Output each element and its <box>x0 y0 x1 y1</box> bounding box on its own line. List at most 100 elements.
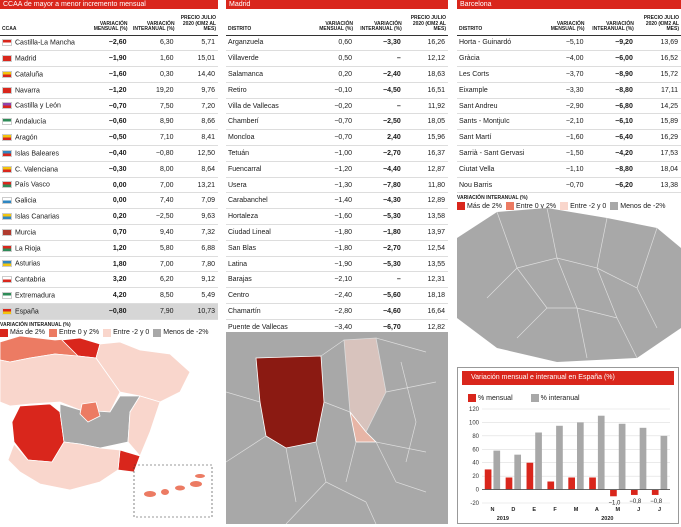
row-label: Barajas <box>228 276 252 284</box>
cell-mensual: −0,10 <box>312 82 356 99</box>
cell-interanual: −8,90 <box>586 66 636 83</box>
cell-mensual: 0,60 <box>312 35 356 52</box>
madrid-header: Madrid <box>226 0 448 9</box>
col-distrito: DISTRITO <box>457 9 543 36</box>
row-label: Latina <box>228 260 248 268</box>
cell-precio: 15,96 <box>403 129 448 147</box>
cell-interanual: −5,60 <box>355 287 404 305</box>
row-name: Islas Baleares <box>0 145 88 162</box>
table-row: Retiro −0,10 −4,50 16,51 <box>226 82 448 99</box>
table-row: Salamanca 0,20 −2,40 18,63 <box>226 66 448 83</box>
cell-interanual: 7,00 <box>129 177 177 194</box>
row-label: Usera <box>228 181 247 189</box>
row-name: Galicia <box>0 192 88 210</box>
legend-swatch <box>0 328 8 337</box>
cell-mensual: −0,30 <box>88 161 130 178</box>
row-name: Sant Martí <box>457 129 543 147</box>
row-name: Aragón <box>0 129 88 147</box>
table-row: Castilla-La Mancha −2,60 6,30 5,71 <box>0 35 218 52</box>
map-region-andalucia <box>7 441 121 491</box>
cell-mensual: −1,90 <box>88 50 130 68</box>
map-district-moncloa <box>255 355 325 449</box>
row-label: Horta - Guinardó <box>459 39 512 47</box>
row-name: Madrid <box>0 50 88 68</box>
row-name: Sants - Montjuïc <box>457 113 543 131</box>
y-tick-label: 100 <box>469 420 480 426</box>
y-tick-label: 40 <box>472 461 479 467</box>
row-label: Carabanchel <box>228 197 268 205</box>
table-row: Islas Canarias 0,20 −2,50 9,63 <box>0 208 218 226</box>
row-label: Chamberí <box>228 118 259 126</box>
cell-precio: 16,26 <box>403 35 448 52</box>
cell-precio: 12,31 <box>403 271 448 289</box>
legend-swatch <box>103 328 112 337</box>
row-name: Retiro <box>226 82 312 99</box>
map-region-castilla-leon <box>0 353 121 413</box>
row-label: San Blas <box>228 244 257 252</box>
map-island <box>161 489 169 495</box>
table-row: Murcia 0,70 9,40 7,32 <box>0 224 218 241</box>
cell-interanual: 7,50 <box>129 98 177 115</box>
table-row: Latina −1,90 −5,30 13,55 <box>226 256 448 273</box>
row-label: Arganzuela <box>228 39 264 47</box>
cell-interanual: 0,30 <box>129 66 177 83</box>
region-flag-icon <box>2 70 12 78</box>
cell-interanual: −5,30 <box>355 208 404 226</box>
cell-interanual: −7,80 <box>355 177 404 194</box>
row-label: Castilla-La Mancha <box>15 39 75 47</box>
x-tick-label: M <box>574 507 579 513</box>
table-row: Sarrià - Sant Gervasi −1,50 −4,20 17,53 <box>457 145 681 162</box>
row-label: Retiro <box>228 86 247 94</box>
barcelona-panel: Barcelona DISTRITO VARIACIÓN MENSUAL (%)… <box>457 0 681 211</box>
bar-mensual <box>568 477 575 490</box>
row-name: Asturias <box>0 256 88 273</box>
legend-item-neg: Menos de -2% <box>610 202 665 211</box>
cell-mensual: 1,20 <box>88 240 130 257</box>
chart-title: Variación mensual e interanual en España… <box>462 371 674 385</box>
cell-mensual: −0,80 <box>88 303 130 320</box>
cell-precio: 18,05 <box>403 113 448 131</box>
cell-mensual: −1,60 <box>88 66 130 83</box>
row-name: Tetuán <box>226 145 312 162</box>
row-label: Hortaleza <box>228 213 258 221</box>
row-name: La Rioja <box>0 240 88 257</box>
map-borders <box>226 337 437 524</box>
cell-precio: 13,69 <box>635 35 681 52</box>
row-name: Nou Barris <box>457 177 543 194</box>
table-row: Usera −1,30 −7,80 11,80 <box>226 177 448 194</box>
cell-interanual: −5,30 <box>355 256 404 273</box>
cell-precio: 8,66 <box>176 113 218 131</box>
row-name: Gràcia <box>457 50 543 68</box>
cell-interanual: −4,40 <box>355 161 404 178</box>
bar-mensual <box>547 481 555 490</box>
cell-interanual: −2,70 <box>355 145 404 162</box>
cell-mensual: −1,10 <box>543 161 587 178</box>
table-row: Extremadura 4,20 8,50 5,49 <box>0 287 218 305</box>
x-tick-label: M <box>615 507 620 513</box>
table-row: Ciudad Lineal −1,80 −1,80 13,97 <box>226 224 448 241</box>
table-row: Horta - Guinardó −5,10 −9,20 13,69 <box>457 35 681 52</box>
x-tick-label: E <box>532 507 536 513</box>
bar-mensual <box>630 489 638 495</box>
legend-swatch <box>468 394 476 402</box>
region-flag-icon <box>2 55 12 63</box>
cell-mensual: −1,40 <box>312 192 356 210</box>
table-row: Aragón −0,50 7,10 8,41 <box>0 129 218 147</box>
row-name: Chamberí <box>226 113 312 131</box>
cell-interanual: −0,80 <box>129 145 177 162</box>
row-name: Murcia <box>0 224 88 241</box>
legend-item-high: Más de 2% <box>0 328 45 337</box>
cell-mensual: −2,80 <box>312 303 356 320</box>
data-label: −0,8 <box>650 499 663 505</box>
bar-interanual <box>618 423 626 490</box>
legend-swatch <box>610 202 619 211</box>
cell-precio: 16,64 <box>403 303 448 320</box>
cell-mensual: 1,80 <box>88 256 130 273</box>
cell-precio: 18,04 <box>635 161 681 178</box>
x-tick-label: A <box>595 507 599 513</box>
table-row: Hortaleza −1,60 −5,30 13,58 <box>226 208 448 226</box>
table-row: Arganzuela 0,60 −3,30 16,26 <box>226 35 448 52</box>
table-row: Nou Barris −0,70 −6,20 13,38 <box>457 177 681 194</box>
cell-mensual: −1,50 <box>543 145 587 162</box>
row-name: Carabanchel <box>226 192 312 210</box>
